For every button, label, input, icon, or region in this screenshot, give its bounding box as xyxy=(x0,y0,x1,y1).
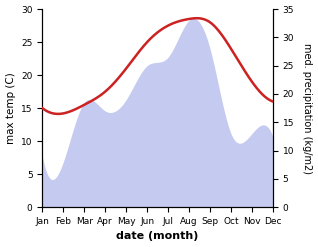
X-axis label: date (month): date (month) xyxy=(116,231,199,242)
Y-axis label: med. precipitation (kg/m2): med. precipitation (kg/m2) xyxy=(302,43,313,174)
Y-axis label: max temp (C): max temp (C) xyxy=(5,72,16,144)
